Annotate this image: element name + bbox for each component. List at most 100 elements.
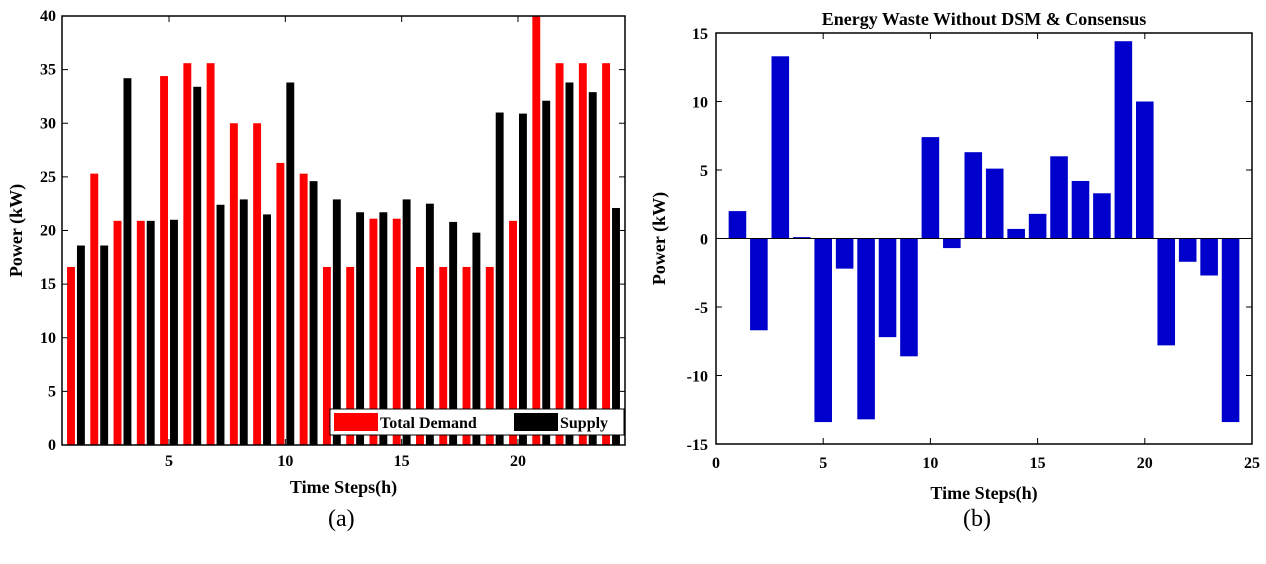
bar-demand bbox=[602, 63, 611, 445]
y-tick-label: 10 bbox=[692, 95, 708, 112]
bar-demand bbox=[206, 63, 215, 445]
x-tick-label: 10 bbox=[277, 453, 293, 470]
x-tick-label: 5 bbox=[165, 453, 173, 470]
bar-supply bbox=[565, 82, 574, 446]
x-tick-label: 0 bbox=[712, 455, 720, 472]
x-tick-label: 15 bbox=[1030, 455, 1046, 472]
bar-energy-waste bbox=[857, 238, 875, 420]
bar-energy-waste bbox=[878, 238, 897, 338]
bar-energy-waste bbox=[750, 238, 768, 331]
bar-energy-waste bbox=[1071, 180, 1090, 239]
bar-energy-waste bbox=[943, 238, 961, 249]
bar-supply bbox=[379, 212, 388, 445]
bar-energy-waste bbox=[728, 211, 747, 239]
bar-supply bbox=[286, 82, 295, 446]
caption-a: (a) bbox=[328, 506, 355, 532]
bar-energy-waste bbox=[1200, 238, 1218, 276]
x-tick-label: 20 bbox=[510, 453, 526, 470]
y-axis-label: Power (kW) bbox=[649, 192, 670, 285]
chart-title: Energy Waste Without DSM & Consensus bbox=[822, 9, 1147, 29]
bar-energy-waste bbox=[1136, 101, 1154, 239]
y-tick-label: 0 bbox=[48, 437, 56, 454]
bar-energy-waste bbox=[921, 137, 940, 239]
bar-supply bbox=[425, 203, 434, 445]
bar-demand bbox=[160, 76, 169, 445]
bar-demand bbox=[392, 218, 401, 445]
y-tick-label: 15 bbox=[692, 26, 708, 43]
y-axis-label: Power (kW) bbox=[6, 184, 27, 277]
y-tick-label: 10 bbox=[40, 330, 56, 347]
bar-demand bbox=[485, 266, 494, 445]
bar-demand bbox=[369, 218, 378, 445]
bar-supply bbox=[216, 204, 225, 445]
bar-energy-waste bbox=[964, 152, 983, 239]
bar-demand bbox=[276, 162, 285, 445]
bar-supply bbox=[193, 86, 202, 445]
x-tick-label: 10 bbox=[922, 455, 938, 472]
y-tick-label: 25 bbox=[40, 169, 56, 186]
bar-demand bbox=[90, 173, 99, 445]
bar-demand bbox=[183, 63, 192, 445]
x-tick-label: 20 bbox=[1137, 455, 1153, 472]
bar-supply bbox=[518, 113, 527, 445]
bar-energy-waste bbox=[1178, 238, 1197, 262]
legend-swatch-demand bbox=[334, 413, 378, 431]
x-axis-label: Time Steps(h) bbox=[290, 477, 397, 498]
bar-demand bbox=[67, 266, 75, 445]
bar-energy-waste bbox=[1221, 238, 1240, 423]
bar-demand bbox=[229, 123, 238, 445]
bar-supply bbox=[76, 245, 85, 445]
bar-supply bbox=[332, 199, 341, 445]
bar-energy-waste bbox=[771, 56, 790, 239]
bar-demand bbox=[113, 220, 122, 445]
x-axis-label: Time Steps(h) bbox=[930, 483, 1037, 504]
y-tick-label: -15 bbox=[687, 437, 708, 454]
bar-energy-waste bbox=[1093, 193, 1111, 239]
y-tick-label: 40 bbox=[40, 8, 56, 25]
y-tick-label: -5 bbox=[695, 300, 708, 317]
caption-b: (b) bbox=[963, 506, 991, 532]
bar-demand bbox=[532, 16, 541, 445]
bar-supply bbox=[146, 220, 155, 445]
bar-demand bbox=[136, 220, 145, 445]
chart-b: -15 -10 -5 0 5 10 15 0 5 10 15 20 25 Energy Waste Wit… bbox=[649, 9, 1260, 504]
y-tick-label: 30 bbox=[40, 115, 56, 132]
x-tick-label: 25 bbox=[1244, 455, 1260, 472]
bar-energy-waste bbox=[1114, 41, 1133, 239]
bar-supply bbox=[123, 78, 132, 445]
y-tick-label: 35 bbox=[40, 62, 56, 79]
bar-supply bbox=[100, 245, 109, 445]
bar-supply bbox=[495, 112, 504, 446]
bar-energy-waste bbox=[835, 238, 854, 269]
bar-demand bbox=[462, 266, 471, 445]
bar-demand bbox=[555, 63, 564, 445]
chart-a: 0 5 10 15 20 25 30 35 40 5 10 15 20 Time Steps(h) Powe… bbox=[6, 8, 626, 498]
bar-demand bbox=[509, 220, 517, 445]
bar-supply bbox=[309, 181, 318, 446]
bar-energy-waste bbox=[1157, 238, 1176, 346]
bar-supply bbox=[239, 199, 248, 445]
bar-supply bbox=[588, 92, 597, 446]
bar-supply bbox=[542, 100, 551, 445]
bar-energy-waste bbox=[900, 238, 918, 357]
bar-supply bbox=[612, 207, 620, 445]
y-tick-label: 5 bbox=[700, 163, 708, 180]
bar-energy-waste bbox=[985, 168, 1004, 239]
legend-swatch-supply bbox=[514, 413, 558, 431]
bar-demand bbox=[439, 266, 448, 445]
y-tick-label: 20 bbox=[40, 223, 56, 240]
bar-supply bbox=[263, 214, 271, 445]
legend-box bbox=[329, 408, 625, 436]
y-tick-label: 5 bbox=[48, 383, 56, 400]
plot-frame bbox=[61, 15, 626, 446]
bar-supply bbox=[472, 232, 481, 445]
bar-demand bbox=[253, 123, 262, 445]
bar-supply bbox=[449, 221, 458, 445]
legend: Total Demand Supply bbox=[329, 408, 625, 436]
y-tick-label: 0 bbox=[700, 232, 708, 249]
bar-demand bbox=[416, 266, 424, 445]
x-tick-label: 5 bbox=[819, 455, 827, 472]
bar-demand bbox=[299, 173, 308, 445]
bar-energy-waste bbox=[1028, 213, 1047, 239]
